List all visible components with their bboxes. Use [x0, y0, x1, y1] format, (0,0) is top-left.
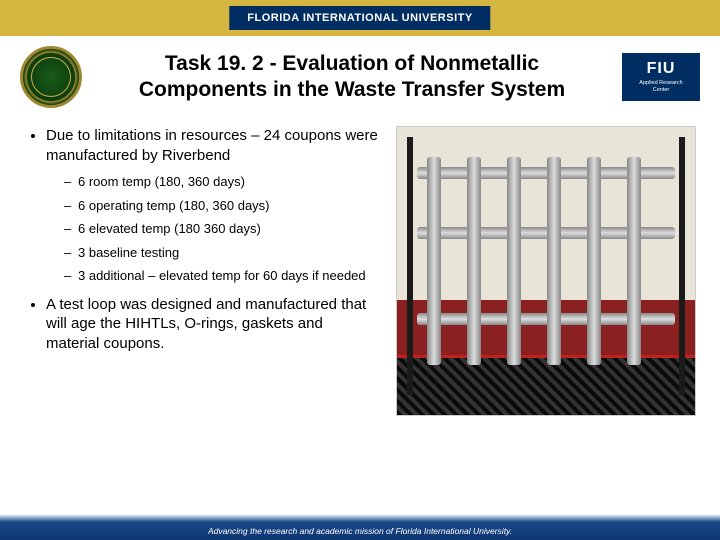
rack-right — [679, 137, 685, 395]
sub-bullet-4: 3 baseline testing — [64, 244, 380, 262]
bullet-main-1: Due to limitations in resources – 24 cou… — [46, 126, 380, 285]
doe-seal-icon — [20, 46, 82, 108]
pipe-v-6 — [627, 157, 641, 365]
pipe-v-3 — [507, 157, 521, 365]
sub-bullet-3: 6 elevated temp (180 360 days) — [64, 220, 380, 238]
footer-text: Advancing the research and academic miss… — [208, 526, 512, 536]
fiu-badge: FIU Applied Research Center — [622, 53, 700, 101]
bullet-main-2: A test loop was designed and manufacture… — [46, 295, 380, 354]
content-area: Due to limitations in resources – 24 cou… — [0, 116, 720, 416]
sub-bullet-2: 6 operating temp (180, 360 days) — [64, 197, 380, 215]
slide-title: Task 19. 2 - Evaluation of Nonmetallic C… — [94, 51, 610, 104]
banner-university-label: FLORIDA INTERNATIONAL UNIVERSITY — [229, 6, 490, 30]
top-banner: FLORIDA INTERNATIONAL UNIVERSITY — [0, 0, 720, 36]
pipe-assembly — [417, 157, 675, 365]
sub-bullet-1: 6 room temp (180, 360 days) — [64, 173, 380, 191]
pipe-v-5 — [587, 157, 601, 365]
sub-bullet-list: 6 room temp (180, 360 days) 6 operating … — [46, 173, 380, 285]
fiu-label: FIU — [647, 60, 676, 78]
footer-bar: Advancing the research and academic miss… — [0, 514, 720, 540]
test-loop-photo — [396, 126, 696, 416]
header-row: Task 19. 2 - Evaluation of Nonmetallic C… — [0, 36, 720, 116]
text-column: Due to limitations in resources – 24 cou… — [24, 126, 380, 416]
sub-bullet-5: 3 additional – elevated temp for 60 days… — [64, 267, 380, 285]
main-bullet-list: Due to limitations in resources – 24 cou… — [24, 126, 380, 353]
pipe-v-4 — [547, 157, 561, 365]
fiu-sublabel: Applied Research Center — [639, 80, 682, 93]
pipe-v-2 — [467, 157, 481, 365]
pipe-v-1 — [427, 157, 441, 365]
rack-left — [407, 137, 413, 395]
